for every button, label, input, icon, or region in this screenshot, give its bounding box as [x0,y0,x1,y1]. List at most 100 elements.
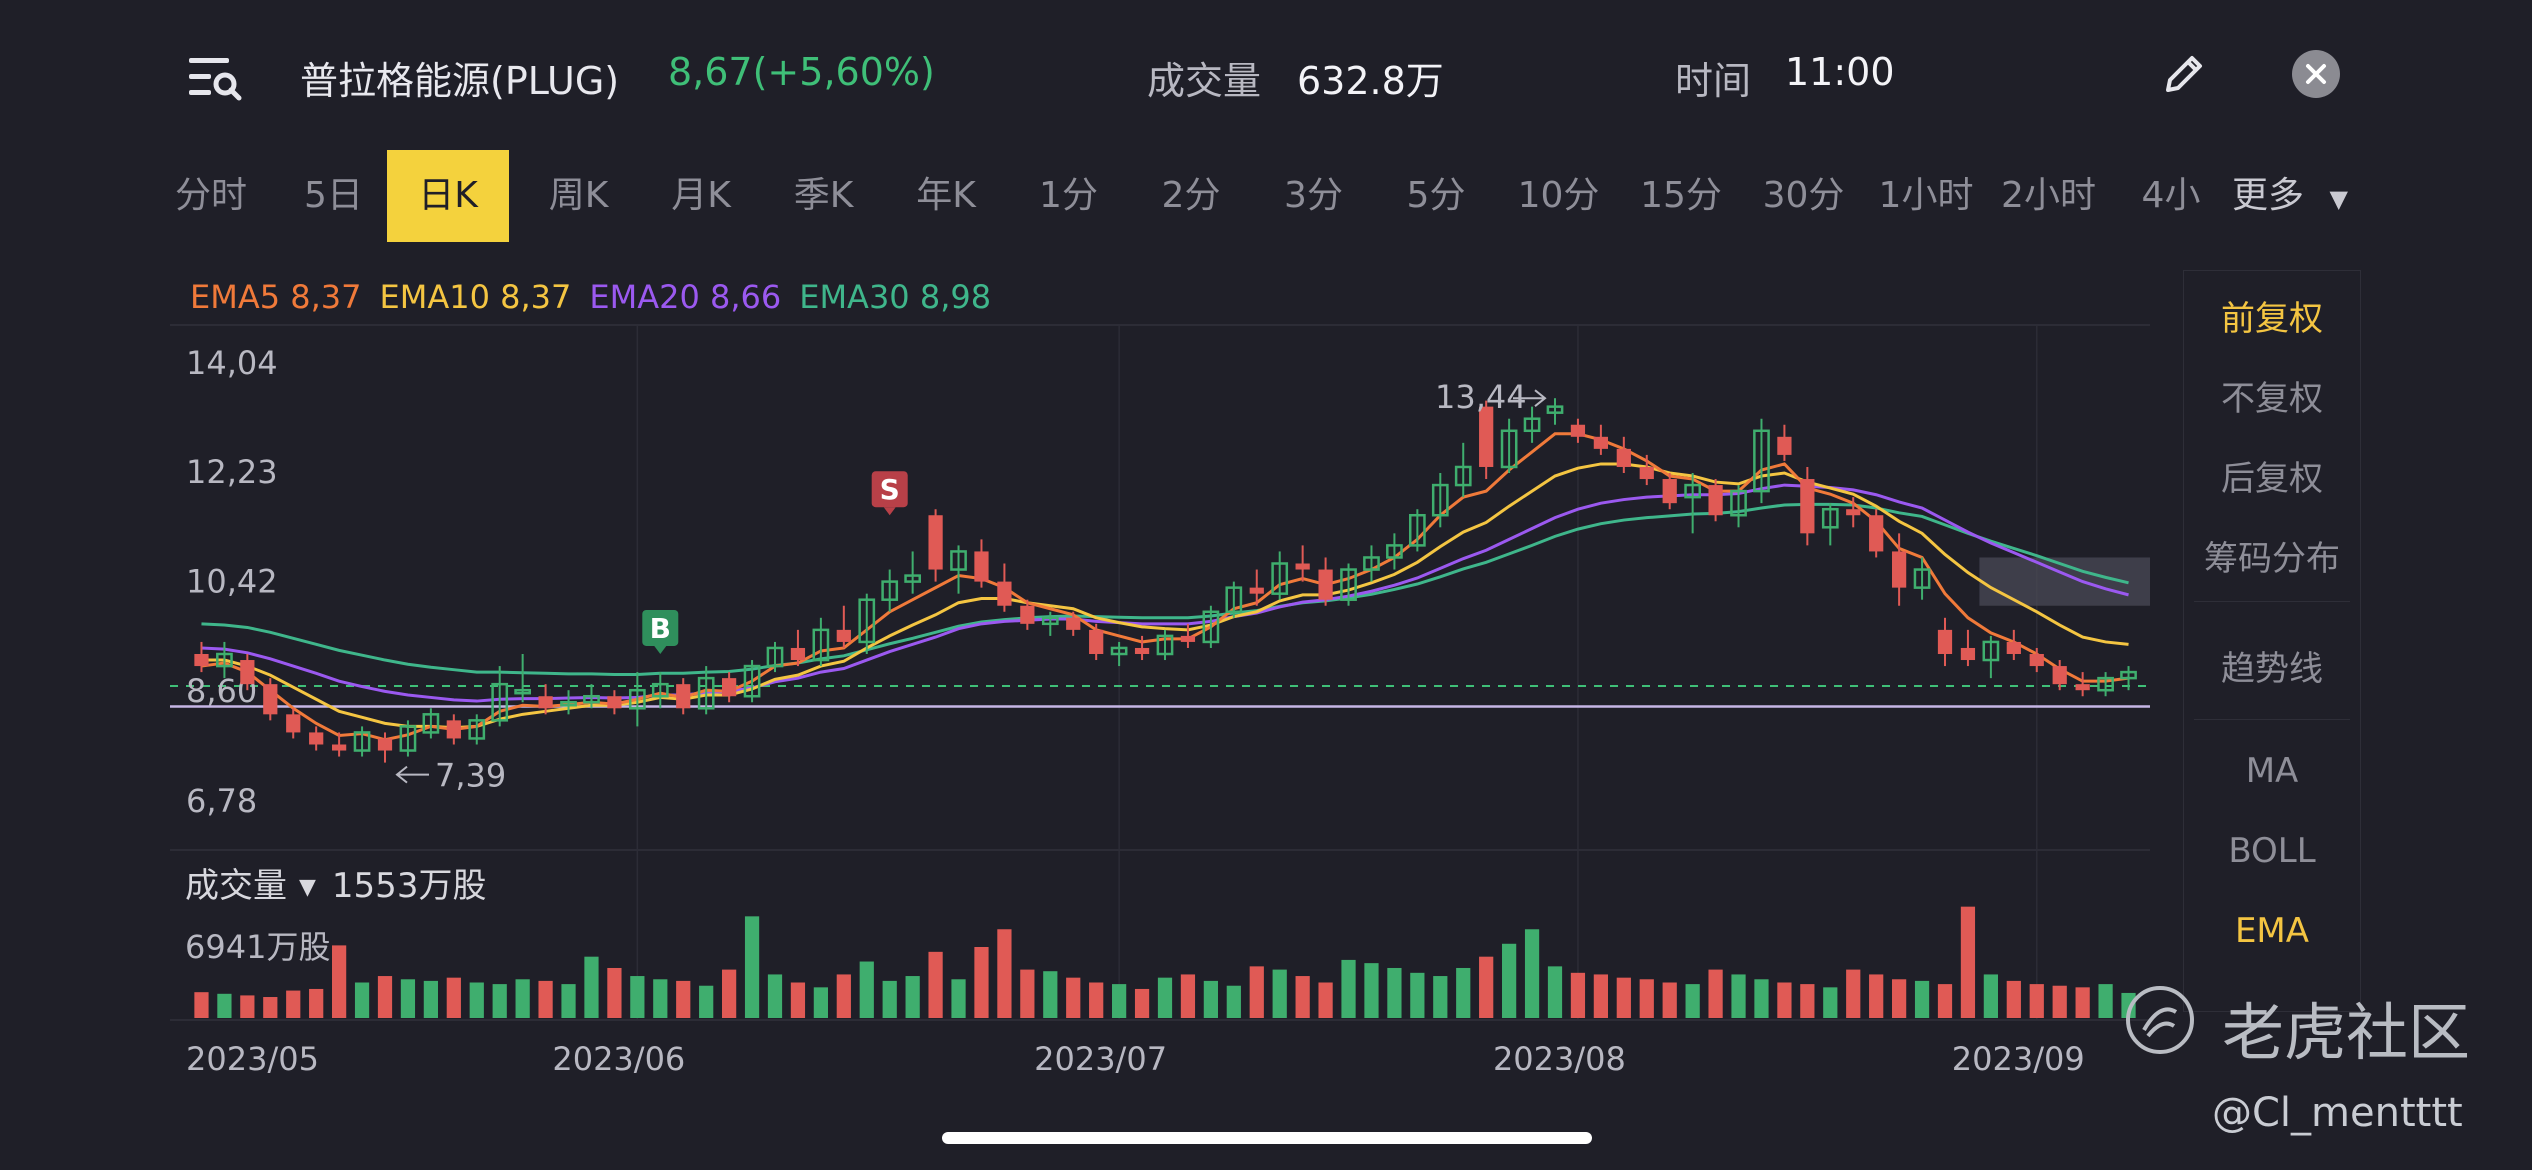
candle-body [1753,429,1770,493]
volume-bar [859,961,874,1018]
tab-timeframe[interactable]: 1小时 [1878,175,1974,216]
volume-bar [699,985,714,1018]
high-annotation: 13,44 [1435,378,1527,416]
volume-bar [997,929,1012,1018]
candle-body [240,660,255,685]
volume-value: 632.8万 [1297,59,1444,103]
tab-timeframe[interactable]: 日K [387,150,509,242]
signal-marker-pointer [883,507,896,516]
home-indicator[interactable] [942,1132,1592,1144]
date-axis-label: 2023/07 [1034,1040,1167,1078]
volume-bar [974,947,989,1018]
candle-body [1454,465,1472,487]
candle-body [1730,489,1747,517]
chart-settings-panel: 前复权不复权后复权筹码分布趋势线 MA BOLL EMA [2183,270,2361,1012]
signal-marker-pointer [654,645,667,654]
candle-body [1020,605,1035,624]
price-adjust-option[interactable]: 筹码分布 [2204,539,2340,579]
candle-body [628,688,646,710]
price-axis-label: 14,04 [186,344,278,382]
candle-body [881,580,899,601]
tab-timeframe[interactable]: 2小时 [2001,175,2096,216]
volume-bar [1823,987,1838,1018]
volume-bar [1364,963,1379,1018]
indicator-option[interactable]: MA [2245,751,2299,791]
candle-body [790,647,806,661]
tab-timeframe[interactable]: 年K [916,175,976,216]
candle-body [263,684,278,715]
volume-bar [286,990,301,1018]
candle-body [1340,568,1357,601]
price-adjust-option[interactable]: 后复权 [2221,459,2323,499]
tab-timeframe[interactable]: 2分 [1161,175,1221,216]
tab-timeframe[interactable]: 1分 [1039,175,1098,216]
volume-bar [1180,974,1196,1018]
price-adjust-option[interactable]: 不复权 [2221,379,2323,419]
volume-bar [1754,979,1769,1018]
volume-bar [400,979,416,1018]
candle-body [812,628,830,662]
volume-legend[interactable]: 成交量 ▼ 1553万股 [185,858,486,907]
side-panel-divider [2194,601,2350,602]
volume-bar [561,984,576,1018]
tab-timeframe[interactable]: 3分 [1284,175,1343,216]
ema-legend-item: EMA20 8,66 [589,278,782,316]
stock-name[interactable]: 普拉格能源(PLUG) [300,59,620,103]
ema-legend-item: EMA5 8,37 [190,278,362,316]
candle-body [2029,654,2044,667]
edit-pencil-icon[interactable] [2158,48,2210,100]
indicator-option[interactable]: BOLL [2228,831,2316,871]
tab-timeframe[interactable]: 周K [548,175,609,216]
ema-legend-item: EMA30 8,98 [799,278,992,316]
tab-timeframe[interactable]: 5分 [1406,175,1466,216]
volume-bar [194,992,209,1018]
volume-bar [2006,980,2021,1018]
volume-bar [882,980,897,1018]
volume-bar [469,982,484,1018]
tab-timeframe[interactable]: 4小 [2141,175,2201,216]
candle-body [446,720,461,739]
volume-bar [354,982,370,1018]
date-axis-label: 2023/08 [1493,1040,1626,1078]
volume-bar [1983,974,1998,1018]
trendline-button[interactable]: 趋势线 [2221,649,2323,689]
price-adjust-option[interactable]: 前复权 [2221,299,2323,339]
candle-body [651,682,669,698]
candle-body [1593,436,1608,449]
candle-body [1363,556,1380,571]
candle-body [928,515,943,570]
more-timeframes-dropdown[interactable]: 更多 ▼ [2232,150,2348,242]
candle-body [2097,676,2114,692]
candle-body [216,652,233,668]
candle-body [309,732,324,745]
candle-body [286,714,301,733]
menu-search-icon[interactable] [185,48,245,108]
candle-body [2006,641,2021,654]
candle-body [399,725,417,752]
tab-timeframe[interactable]: 月K [671,175,731,216]
volume-bar [423,980,438,1018]
tab-timeframe[interactable]: 分时 [174,175,247,216]
chart-header: 普拉格能源(PLUG) 8,67(+5,60%) 成交量 632.8万 时间 1… [0,0,2532,150]
candle-body [1982,640,2000,662]
volume-bar [309,988,324,1018]
close-icon[interactable] [2292,50,2340,98]
tab-timeframe[interactable]: 季K [793,175,854,216]
indicator-option[interactable]: EMA [2234,911,2310,951]
tab-timeframe[interactable]: 30分 [1762,175,1845,216]
tab-timeframe[interactable]: 5日 [304,175,363,216]
volume-bar [1937,984,1953,1018]
tab-timeframe[interactable]: 15分 [1640,175,1722,216]
volume-bar [2052,985,2067,1018]
candle-body [353,731,371,752]
candle-body [1616,448,1631,467]
ema20-line [201,483,2129,703]
candle-body [1960,647,1976,661]
volume-bar [217,993,232,1018]
price-axis-label: 10,42 [186,562,278,600]
candle-body [1800,479,1815,534]
tab-timeframe[interactable]: 10分 [1517,175,1600,216]
volume-bar [1272,969,1287,1018]
candle-body [1777,436,1792,455]
